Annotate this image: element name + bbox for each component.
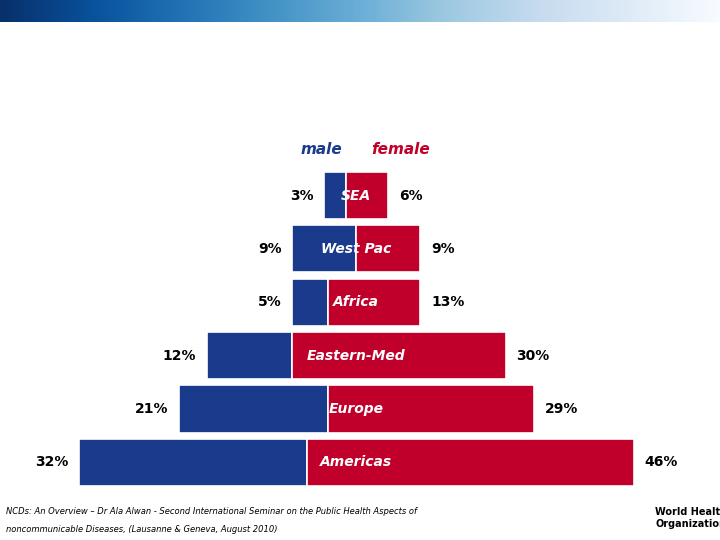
Bar (328, 279, 420, 326)
Text: 46%: 46% (644, 455, 678, 469)
Text: 9%: 9% (431, 242, 455, 256)
Bar (328, 386, 534, 433)
Text: Europe: Europe (329, 402, 384, 416)
Text: 6%: 6% (399, 188, 423, 202)
Text: female: female (371, 142, 430, 157)
Text: Prevalence of obesity, ages 30+ (2015): Prevalence of obesity, ages 30+ (2015) (9, 46, 441, 65)
Bar (292, 225, 356, 273)
Text: 29%: 29% (545, 402, 578, 416)
Text: World Health
Organization: World Health Organization (655, 508, 720, 529)
Text: 13%: 13% (431, 295, 464, 309)
Text: 5%: 5% (258, 295, 282, 309)
Bar (307, 438, 634, 486)
Text: 3%: 3% (290, 188, 314, 202)
Text: noncommunicable Diseases, (Lausanne & Geneva, August 2010): noncommunicable Diseases, (Lausanne & Ge… (6, 524, 277, 534)
Text: Americas: Americas (320, 455, 392, 469)
Bar (292, 332, 505, 379)
Bar (292, 279, 328, 326)
Text: NCDs: An Overview – Dr Ala Alwan - Second International Seminar on the Public He: NCDs: An Overview – Dr Ala Alwan - Secon… (6, 507, 417, 516)
Text: 32%: 32% (35, 455, 68, 469)
Bar (356, 225, 420, 273)
Text: West Pac: West Pac (321, 242, 392, 256)
Bar (179, 386, 328, 433)
Bar (325, 172, 346, 219)
Text: 9%: 9% (258, 242, 282, 256)
Text: male: male (300, 142, 342, 157)
Bar (207, 332, 292, 379)
Text: 12%: 12% (163, 349, 197, 362)
Text: Eastern-Med: Eastern-Med (307, 349, 405, 362)
Bar (79, 438, 307, 486)
Bar (346, 172, 388, 219)
Text: Africa: Africa (333, 295, 379, 309)
Text: SEA: SEA (341, 188, 372, 202)
Text: 21%: 21% (135, 402, 168, 416)
Text: 30%: 30% (516, 349, 549, 362)
